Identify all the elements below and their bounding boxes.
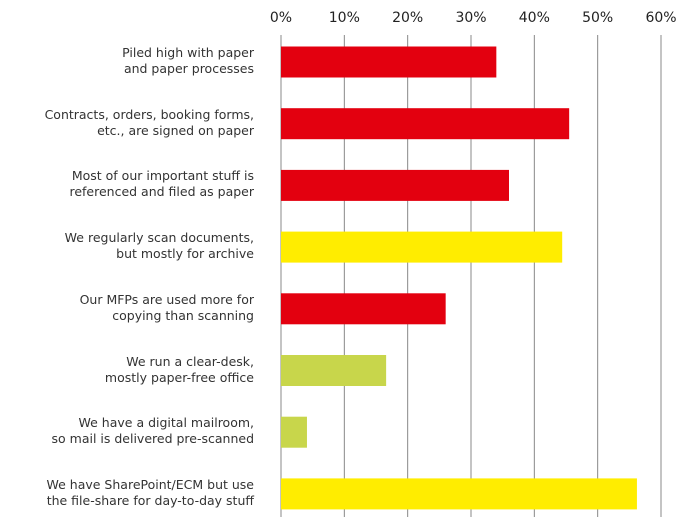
y-tick-label: Piled high with paper and paper processe… (122, 45, 254, 76)
bar (281, 478, 637, 510)
y-tick-label: Our MFPs are used more for copying than … (79, 291, 254, 323)
bar (281, 169, 509, 201)
x-tick-label: 20% (392, 10, 423, 26)
y-tick-label: We have a digital mailroom, so mail is d… (51, 415, 254, 447)
x-tick-label: 0% (270, 10, 292, 26)
y-tick-label: We run a clear-desk, mostly paper-free o… (104, 353, 254, 385)
x-tick-label: 50% (582, 10, 613, 26)
x-tick-label: 60% (645, 10, 676, 26)
x-tick-label: 10% (329, 10, 360, 26)
x-tick-label: 40% (519, 10, 550, 26)
x-tick-label: 30% (455, 10, 486, 26)
bar (281, 231, 563, 263)
bar (281, 355, 387, 386)
y-tick-label: Most of our important stuff is reference… (69, 168, 254, 200)
bar (281, 293, 446, 325)
bar (281, 108, 570, 140)
bar (281, 416, 307, 448)
y-tick-label: We have SharePoint/ECM but use the file-… (46, 476, 255, 508)
bar (281, 46, 497, 78)
y-tick-label: We regularly scan documents, but mostly … (64, 230, 254, 262)
y-tick-label: Contracts, orders, booking forms, etc., … (44, 106, 254, 138)
